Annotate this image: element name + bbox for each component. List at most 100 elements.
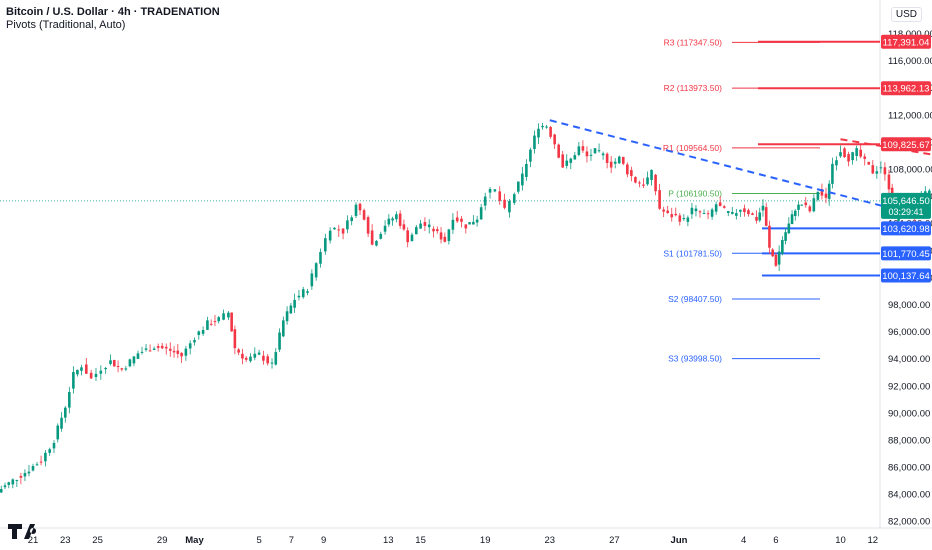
- x-tick-label: 21: [28, 535, 39, 546]
- candle-body: [39, 461, 43, 463]
- candle-body: [310, 273, 314, 287]
- price-tag: 101,770.45: [882, 249, 930, 260]
- pivot-label-s3: S3 (93998.50): [668, 354, 722, 364]
- candle-body: [626, 164, 629, 175]
- price-tag-bg: [881, 137, 931, 152]
- candle-body: [820, 189, 824, 196]
- price-tag-bg: [881, 81, 931, 96]
- y-tick-label: 116,000.00: [888, 56, 932, 67]
- candle-body: [483, 196, 487, 206]
- candle-body: [654, 174, 657, 192]
- candle-body: [638, 182, 641, 184]
- candle-body: [808, 206, 812, 212]
- candle-body: [249, 356, 252, 362]
- candle-body: [488, 188, 492, 193]
- candle-body: [76, 369, 79, 375]
- price-tag: 117,391.04: [883, 37, 930, 48]
- candle-body: [324, 238, 327, 252]
- pivot-label-p: P (106190.50): [668, 189, 722, 199]
- candle-body: [406, 230, 409, 243]
- candle-body: [237, 349, 240, 353]
- candle-body: [790, 214, 794, 225]
- candle-body: [31, 466, 35, 471]
- candle-body: [605, 153, 609, 163]
- candle-body: [184, 348, 188, 356]
- candle-body: [735, 213, 738, 216]
- candle-body: [180, 352, 183, 357]
- candle-body: [233, 329, 237, 349]
- y-tick-label: 90,000.00: [888, 408, 930, 419]
- candle-body: [549, 127, 552, 137]
- candle-body: [346, 220, 349, 230]
- candle-body: [718, 202, 722, 207]
- candle-body: [156, 346, 160, 348]
- candle-body: [569, 158, 573, 163]
- y-tick-label: 108,000.00: [888, 165, 932, 176]
- candle-body: [747, 210, 750, 215]
- candle-body: [148, 350, 152, 352]
- candle-body: [761, 205, 765, 211]
- candle-body: [771, 249, 774, 257]
- candle-body: [297, 295, 301, 298]
- candle-body: [60, 417, 63, 429]
- candle-body: [128, 359, 132, 367]
- candle-body: [743, 208, 746, 213]
- candle-body: [529, 149, 532, 162]
- candle-body: [350, 217, 353, 222]
- candle-body: [402, 224, 406, 230]
- candle-body: [621, 156, 625, 164]
- currency-label[interactable]: USD: [890, 7, 922, 22]
- candle-body: [577, 146, 581, 155]
- y-tick-label: 92,000.00: [888, 381, 930, 392]
- candle-body: [609, 161, 613, 168]
- candle-body: [391, 218, 394, 221]
- candle-body: [698, 211, 702, 213]
- candle-body: [784, 232, 787, 241]
- candle-body: [678, 215, 682, 222]
- candle-body: [774, 254, 778, 266]
- candle-body: [479, 207, 483, 220]
- x-tick-label: 27: [609, 535, 620, 546]
- candle-body: [136, 353, 140, 359]
- candle-body: [702, 213, 706, 215]
- candle-body: [537, 128, 540, 138]
- x-tick-label: 9: [321, 535, 326, 546]
- x-tick-label: 13: [383, 535, 394, 546]
- candle-body: [227, 312, 230, 318]
- candle-body: [3, 485, 7, 488]
- candle-body: [140, 351, 144, 353]
- candle-body: [617, 156, 621, 164]
- candle-body: [112, 360, 116, 367]
- candle-body: [395, 214, 398, 220]
- candle-body: [80, 367, 83, 371]
- candle-body: [464, 224, 468, 229]
- candle-body: [217, 317, 221, 322]
- indicator-label[interactable]: Pivots (Traditional, Auto): [6, 19, 126, 31]
- price-tag-bg: [881, 268, 931, 283]
- symbol-title[interactable]: Bitcoin / U.S. Dollar · 4h · TRADENATION: [6, 6, 220, 18]
- candle-body: [460, 218, 463, 222]
- x-tick-label: 5: [256, 535, 261, 546]
- x-tick-label: 12: [868, 535, 879, 546]
- current-price-tag: 105,646.50: [882, 196, 930, 207]
- pivot-label-r2: R2 (113973.50): [664, 83, 723, 93]
- candle-body: [690, 207, 694, 215]
- x-tick-label: 7: [289, 535, 294, 546]
- candle-body: [278, 332, 281, 350]
- candle-body: [670, 214, 674, 218]
- candle-body: [435, 229, 439, 232]
- candle-body: [354, 204, 358, 216]
- candle-body: [64, 407, 67, 418]
- candle-body: [793, 210, 797, 216]
- candle-body: [419, 223, 422, 229]
- candle-body: [493, 189, 497, 192]
- candle-body: [289, 305, 293, 314]
- candle-body: [383, 225, 387, 232]
- candle-body: [557, 144, 560, 158]
- candle-body: [781, 240, 784, 254]
- candle-body: [847, 154, 850, 162]
- candle-body: [314, 263, 318, 278]
- candle-body: [124, 368, 128, 370]
- candle-body: [800, 204, 804, 206]
